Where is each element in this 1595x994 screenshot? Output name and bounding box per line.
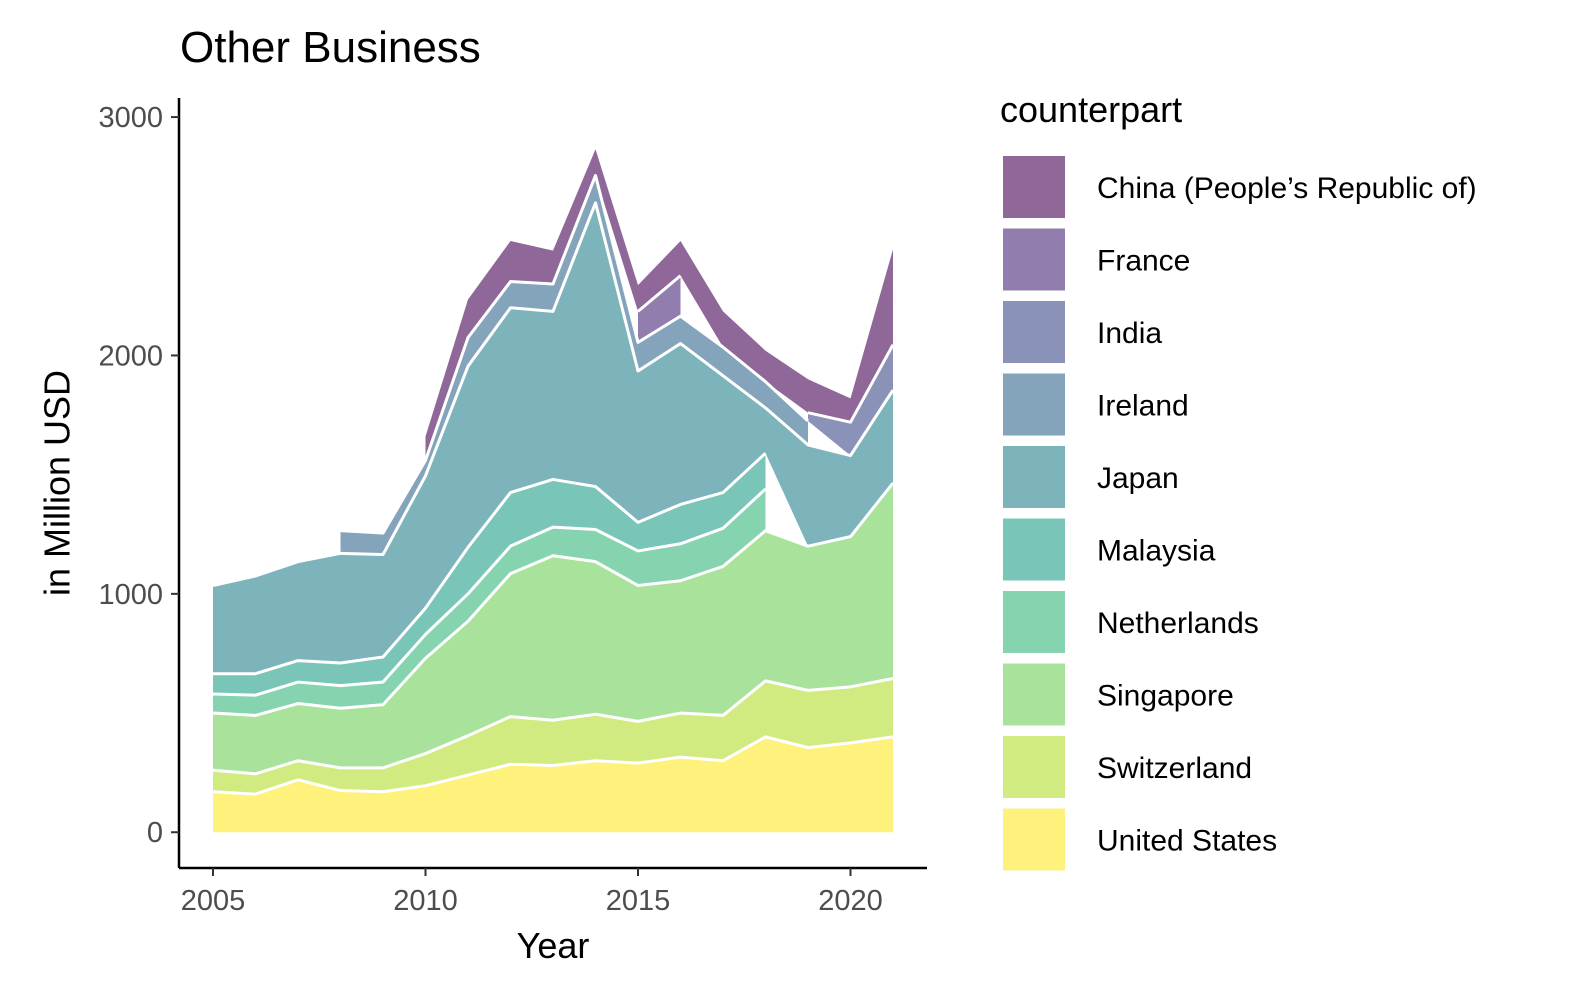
y-tick-label: 3000: [98, 102, 163, 134]
y-axis-title: in Million USD: [37, 370, 78, 596]
y-tick-label: 2000: [98, 340, 163, 372]
legend-items: China (People’s Republic of) France India I…: [1003, 156, 1477, 871]
legend-key-united-states: [1003, 808, 1065, 871]
legend-item-china-people-s-republic-of: China (People’s Republic of): [1003, 156, 1477, 218]
x-tick-label: 2010: [393, 885, 458, 917]
legend-item-japan: Japan: [1003, 446, 1179, 508]
y-tick-label: 1000: [98, 579, 163, 611]
legend-label: Singapore: [1097, 680, 1234, 713]
legend-item-malaysia: Malaysia: [1003, 518, 1216, 581]
legend-key-singapore: [1003, 663, 1065, 726]
boundary-lines-layer: [212, 173, 895, 796]
legend-label: China (People’s Republic of): [1097, 172, 1477, 205]
legend-key-france: [1003, 228, 1065, 291]
legend-item-france: France: [1003, 228, 1190, 291]
boundary-line-united-states: [212, 735, 894, 796]
area-india: [808, 344, 893, 456]
legend-label: France: [1097, 245, 1190, 278]
legend-label: India: [1097, 317, 1162, 350]
legend-label: Japan: [1097, 462, 1179, 495]
areas-layer: [213, 149, 893, 833]
chart-title: Other Business: [180, 23, 481, 72]
legend-key-japan: [1003, 446, 1065, 508]
legend-item-switzerland: Switzerland: [1003, 736, 1252, 798]
axes-layer: [177, 98, 927, 870]
legend-label: Netherlands: [1097, 607, 1259, 640]
legend-item-united-states: United States: [1003, 808, 1277, 871]
legend-item-netherlands: Netherlands: [1003, 591, 1259, 653]
legend-key-switzerland: [1003, 736, 1065, 798]
legend-key-netherlands: [1003, 591, 1065, 653]
boundary-line-japan: [212, 201, 895, 587]
boundary-line-india: [807, 344, 895, 424]
x-tick-label: 2015: [606, 885, 671, 917]
x-tick-label: 2020: [818, 885, 883, 917]
legend-item-ireland: Ireland: [1003, 373, 1189, 436]
legend-label: Switzerland: [1097, 752, 1252, 785]
boundary-line-switzerland: [212, 677, 894, 776]
boundary-line-netherlands: [212, 487, 767, 697]
legend-item-india: India: [1003, 301, 1162, 363]
area-switzerland: [213, 678, 893, 795]
legend-label: Ireland: [1097, 390, 1189, 423]
legend-key-ireland: [1003, 373, 1065, 436]
boundary-line-france: [637, 274, 682, 313]
x-tick-label: 2005: [181, 885, 246, 917]
x-axis-title: Year: [517, 925, 590, 966]
legend-key-india: [1003, 301, 1065, 363]
legend-title: counterpart: [1000, 89, 1182, 130]
legend-label: Malaysia: [1097, 535, 1216, 568]
area-singapore: [213, 483, 893, 774]
legend-key-malaysia: [1003, 518, 1065, 581]
legend-label: United States: [1097, 825, 1277, 858]
boundary-line-singapore: [212, 482, 895, 717]
y-tick-label: 0: [147, 817, 163, 849]
legend-item-singapore: Singapore: [1003, 663, 1234, 726]
legend: counterpart China (People’s Republic of)…: [1000, 89, 1477, 871]
area-ireland: [340, 175, 808, 555]
area-china-people-s-republic-of: [425, 149, 893, 461]
legend-key-china-people-s-republic-of: [1003, 156, 1065, 218]
boundary-line-ireland: [340, 173, 810, 535]
area-france: [638, 275, 681, 343]
ticks-layer: 0 1000 2000 3000 2005 2010 2015 2020: [98, 102, 882, 917]
boundary-line-malaysia: [213, 452, 767, 676]
